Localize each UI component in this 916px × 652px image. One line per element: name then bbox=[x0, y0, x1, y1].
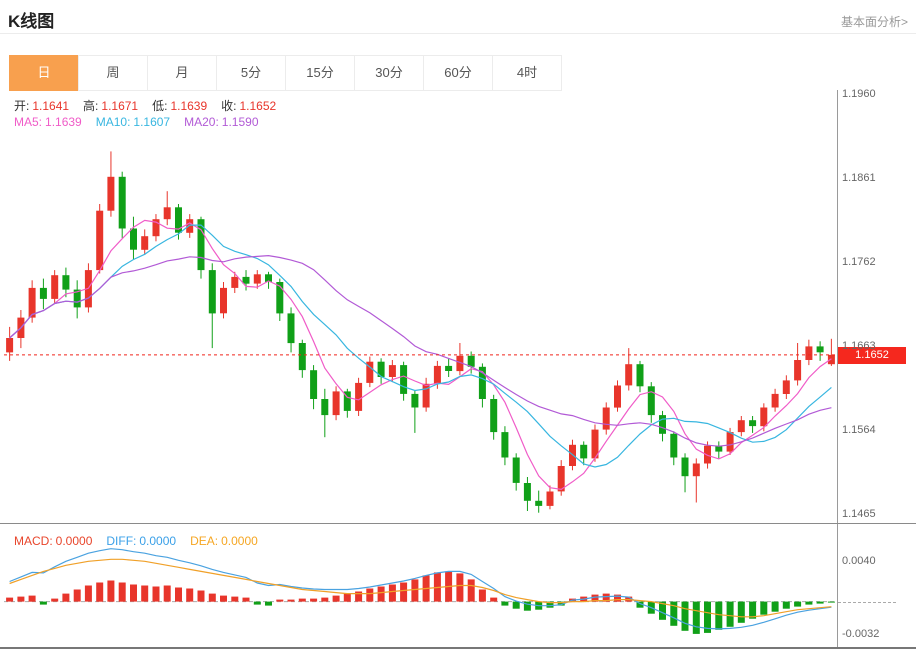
tab-m15[interactable]: 15分 bbox=[285, 55, 355, 91]
tab-m60[interactable]: 60分 bbox=[423, 55, 493, 91]
price-candlestick-chart[interactable] bbox=[4, 92, 837, 522]
ohlc-item-3: 收: 1.1652 bbox=[221, 99, 277, 113]
ohlc-legend: 开: 1.1641 高: 1.1671 低: 1.1639 收: 1.1652 bbox=[14, 97, 290, 114]
macd-histogram-layer bbox=[6, 571, 835, 634]
ma-item-1: MA10: 1.1607 bbox=[95, 115, 171, 129]
panel-separator bbox=[0, 523, 916, 524]
tab-day[interactable]: 日 bbox=[9, 55, 79, 91]
ma-lines-layer bbox=[9, 219, 832, 491]
macd-legend: MACD: 0.0000 DIFF: 0.0000 DEA: 0.0000 bbox=[14, 534, 272, 548]
macd-indicator-chart[interactable] bbox=[4, 526, 837, 646]
diff-line bbox=[9, 548, 832, 630]
axis-tick: 1.1960 bbox=[842, 87, 876, 100]
timeframe-tab-bar: 日周月 5分 15分 30分 60分 4时 bbox=[9, 55, 562, 91]
axis-tick: 1.1861 bbox=[842, 171, 876, 184]
tab-h4[interactable]: 4时 bbox=[492, 55, 562, 91]
y-axis-border bbox=[837, 90, 838, 648]
macd-item-1: DIFF: 0.0000 bbox=[106, 534, 177, 548]
header-divider bbox=[0, 33, 916, 34]
axis-tick: 1.1564 bbox=[842, 423, 876, 436]
axis-tick: 1.1663 bbox=[842, 339, 876, 352]
tab-m30[interactable]: 30分 bbox=[354, 55, 424, 91]
page-title: K线图 bbox=[8, 12, 55, 31]
ohlc-item-2: 低: 1.1639 bbox=[152, 99, 208, 113]
macd-item-2: DEA: 0.0000 bbox=[190, 534, 258, 548]
axis-tick: 1.1762 bbox=[842, 255, 876, 268]
axis-tick: 0.0040 bbox=[842, 555, 876, 568]
tab-week[interactable]: 周 bbox=[78, 55, 148, 91]
axis-tick: 1.1465 bbox=[842, 507, 876, 520]
macd-item-0: MACD: 0.0000 bbox=[14, 534, 93, 548]
ma-legend: MA5: 1.1639 MA10: 1.1607 MA20: 1.1590 bbox=[14, 115, 273, 129]
zero-line-extension bbox=[838, 601, 896, 603]
bottom-border bbox=[0, 647, 916, 649]
ohlc-item-1: 高: 1.1671 bbox=[83, 99, 139, 113]
tab-month[interactable]: 月 bbox=[147, 55, 217, 91]
ma-item-2: MA20: 1.1590 bbox=[184, 115, 259, 129]
ma-item-0: MA5: 1.1639 bbox=[14, 115, 82, 129]
fundamental-analysis-link[interactable]: 基本面分析> bbox=[840, 15, 908, 29]
axis-tick: -0.0032 bbox=[842, 627, 880, 640]
candles-layer bbox=[6, 151, 835, 513]
current-price-tag: 1.1652 bbox=[838, 346, 906, 364]
dea-line bbox=[9, 558, 832, 618]
tab-m5[interactable]: 5分 bbox=[216, 55, 286, 91]
ohlc-item-0: 开: 1.1641 bbox=[14, 99, 70, 113]
